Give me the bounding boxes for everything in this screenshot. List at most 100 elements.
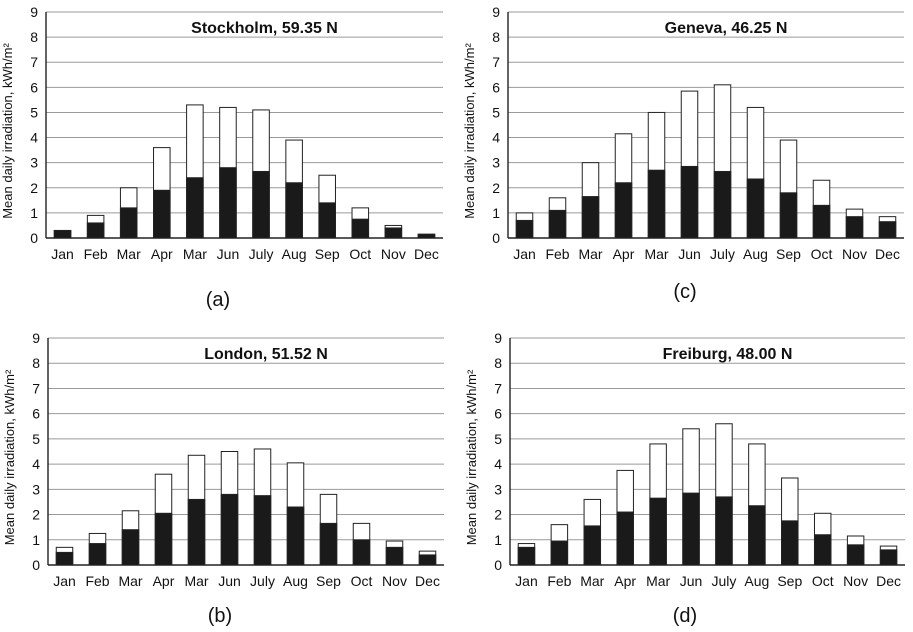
bar-dark [550, 540, 569, 566]
bar-dark [813, 534, 832, 566]
y-tick-label: 5 [492, 104, 500, 120]
chart-panel-2: 0 1 2 3 4 5 6 7 8 9 Jan Feb Mar Apr Mar Jun July Aug Sep Oc… [2, 330, 444, 627]
bar-dark [649, 497, 667, 566]
y-tick-label: 6 [30, 79, 38, 95]
y-tick-label: 1 [494, 532, 502, 548]
bar-dark [86, 222, 105, 239]
x-tick-label: Aug [282, 246, 307, 262]
x-tick-label: July [250, 573, 275, 589]
panel-caption: (c) [673, 281, 696, 303]
bar-dark [846, 544, 865, 566]
chart-title: Geneva, 46.25 N [665, 20, 788, 37]
bar-dark [581, 196, 600, 239]
y-tick-label: 2 [32, 507, 40, 523]
y-tick-label: 0 [494, 557, 502, 573]
bar-dark [680, 165, 699, 239]
y-tick-label: 4 [492, 130, 500, 146]
bar-dark [121, 529, 140, 566]
bar-dark [252, 170, 270, 239]
y-tick-label: 3 [30, 155, 38, 171]
x-tick-label: Oct [811, 246, 833, 262]
x-tick-label: Sep [315, 246, 340, 262]
x-tick-label: Feb [547, 573, 571, 589]
y-tick-label: 3 [494, 481, 502, 497]
x-tick-label: Apr [153, 573, 175, 589]
x-tick-label: Mar [183, 246, 207, 262]
bar-dark [384, 227, 403, 239]
y-tick-label: 9 [32, 330, 40, 346]
bar-dark [286, 506, 305, 566]
x-tick-label: Apr [151, 246, 173, 262]
x-tick-label: Jan [513, 246, 536, 262]
x-tick-label: Jun [680, 573, 703, 589]
x-tick-label: Mar [184, 573, 208, 589]
bar-dark [186, 177, 204, 239]
y-axis-label: Mean daily irradiation, kWh/m² [464, 369, 479, 545]
x-tick-label: Dec [876, 573, 901, 589]
y-tick-label: 8 [492, 29, 500, 45]
panel-caption: (b) [208, 605, 232, 627]
y-axis-label: Mean daily irradiation, kWh/m² [2, 369, 17, 545]
y-tick-label: 1 [492, 205, 500, 221]
chart-title: London, 51.52 N [204, 346, 328, 363]
y-tick-label: 7 [30, 54, 38, 70]
y-tick-label: 9 [492, 4, 500, 20]
bar-dark [781, 520, 799, 566]
x-tick-label: Nov [382, 573, 407, 589]
bar-dark [682, 492, 700, 566]
bar-dark [285, 182, 303, 239]
chart-title: Freiburg, 48.00 N [663, 346, 793, 363]
chart-panel-0: 0 1 2 3 4 5 6 7 8 9 Jan Feb Mar Apr Mar Jun July Aug Sep Oc… [0, 4, 443, 311]
x-tick-label: Oct [812, 573, 834, 589]
bar-dark [253, 495, 272, 566]
x-tick-label: Mar [644, 246, 668, 262]
y-tick-label: 2 [494, 507, 502, 523]
y-tick-label: 0 [492, 230, 500, 246]
y-tick-label: 6 [32, 406, 40, 422]
bar-dark [713, 170, 732, 239]
x-tick-label: Sep [777, 573, 802, 589]
x-tick-label: July [712, 573, 737, 589]
y-tick-label: 6 [492, 79, 500, 95]
y-tick-label: 8 [30, 29, 38, 45]
bar-dark [517, 546, 536, 566]
x-tick-label: Jan [51, 246, 74, 262]
bar-dark [219, 167, 237, 239]
x-tick-label: Dec [414, 246, 439, 262]
y-tick-label: 6 [494, 406, 502, 422]
x-tick-label: Aug [283, 573, 308, 589]
x-tick-label: Jun [678, 246, 701, 262]
bar-dark [418, 554, 437, 566]
x-tick-label: July [710, 246, 735, 262]
y-tick-label: 0 [30, 230, 38, 246]
x-tick-label: Jan [515, 573, 538, 589]
bar-dark [748, 505, 766, 566]
bar-dark [417, 233, 436, 239]
bar-dark [319, 522, 338, 566]
y-tick-label: 3 [492, 155, 500, 171]
x-tick-label: Mar [117, 246, 141, 262]
y-tick-label: 4 [32, 456, 40, 472]
y-tick-label: 9 [494, 330, 502, 346]
y-tick-label: 4 [30, 130, 38, 146]
y-tick-label: 4 [494, 456, 502, 472]
x-tick-label: Nov [843, 573, 868, 589]
y-tick-label: 8 [494, 355, 502, 371]
bar-dark [318, 202, 336, 239]
y-axis-label: Mean daily irradiation, kWh/m² [462, 43, 477, 219]
y-tick-label: 2 [492, 180, 500, 196]
x-tick-label: Feb [85, 573, 109, 589]
y-tick-label: 3 [32, 481, 40, 497]
y-tick-label: 5 [494, 431, 502, 447]
x-tick-label: Mar [580, 573, 604, 589]
x-tick-label: Oct [351, 573, 373, 589]
bar-dark [352, 539, 371, 566]
x-tick-label: Apr [613, 246, 635, 262]
x-tick-label: Nov [381, 246, 406, 262]
y-tick-label: 0 [32, 557, 40, 573]
panel-caption: (d) [673, 605, 697, 627]
x-tick-label: Jan [53, 573, 76, 589]
bar-dark [351, 218, 370, 239]
y-tick-label: 1 [32, 532, 40, 548]
